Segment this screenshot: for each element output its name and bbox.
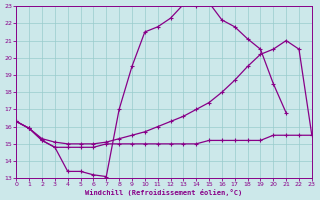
- X-axis label: Windchill (Refroidissement éolien,°C): Windchill (Refroidissement éolien,°C): [85, 189, 243, 196]
